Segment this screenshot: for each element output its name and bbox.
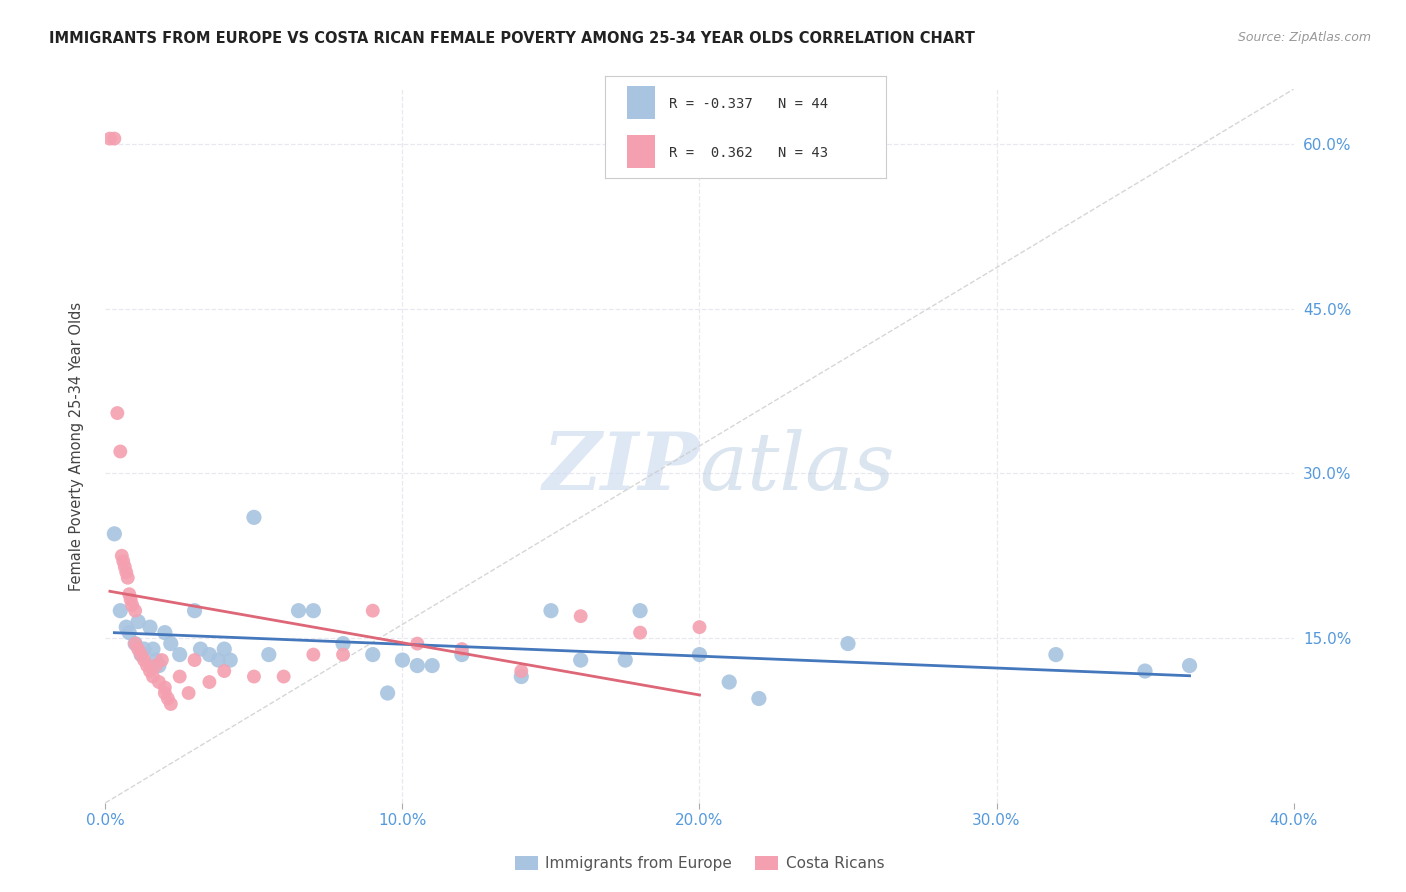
Text: ZIP: ZIP <box>543 429 700 506</box>
Text: atlas: atlas <box>700 429 894 506</box>
Point <box>219 653 242 667</box>
Point <box>183 604 205 618</box>
Point <box>111 549 134 563</box>
Point <box>628 625 651 640</box>
Point <box>510 664 533 678</box>
Point <box>450 648 472 662</box>
Point <box>510 669 533 683</box>
Text: IMMIGRANTS FROM EUROPE VS COSTA RICAN FEMALE POVERTY AMONG 25-34 YEAR OLDS CORRE: IMMIGRANTS FROM EUROPE VS COSTA RICAN FE… <box>49 31 976 46</box>
Point <box>169 648 191 662</box>
Point <box>121 598 143 612</box>
Point <box>103 526 125 541</box>
Point <box>145 658 167 673</box>
Point <box>243 510 266 524</box>
Point <box>124 637 146 651</box>
Point <box>214 664 236 678</box>
Point <box>361 648 384 662</box>
Text: Source: ZipAtlas.com: Source: ZipAtlas.com <box>1237 31 1371 45</box>
Point <box>198 675 221 690</box>
Text: R =  0.362   N = 43: R = 0.362 N = 43 <box>669 145 828 160</box>
Point <box>114 559 136 574</box>
Point <box>129 648 152 662</box>
Point <box>214 642 236 657</box>
Point <box>302 604 325 618</box>
Point <box>540 604 562 618</box>
Point <box>243 669 266 683</box>
Point <box>98 131 121 145</box>
Point <box>569 609 592 624</box>
Legend: Immigrants from Europe, Costa Ricans: Immigrants from Europe, Costa Ricans <box>509 850 890 877</box>
Text: R = -0.337   N = 44: R = -0.337 N = 44 <box>669 96 828 111</box>
Point <box>150 653 173 667</box>
Point <box>1178 658 1201 673</box>
Point <box>127 615 149 629</box>
Point <box>132 653 155 667</box>
Point <box>257 648 280 662</box>
Point <box>117 571 139 585</box>
Point <box>406 637 429 651</box>
Point <box>118 625 141 640</box>
Point <box>287 604 309 618</box>
Point <box>103 131 125 145</box>
Point <box>748 691 770 706</box>
Point <box>136 658 159 673</box>
FancyBboxPatch shape <box>627 87 655 119</box>
Point <box>120 592 142 607</box>
Point <box>139 620 162 634</box>
Point <box>450 642 472 657</box>
FancyBboxPatch shape <box>627 136 655 168</box>
Point <box>142 642 165 657</box>
Point <box>139 664 162 678</box>
Point <box>198 648 221 662</box>
Point <box>628 604 651 618</box>
Point <box>190 642 212 657</box>
Point <box>332 648 354 662</box>
Point <box>718 675 741 690</box>
Point <box>105 406 128 420</box>
Point <box>124 637 146 651</box>
Point <box>302 648 325 662</box>
Point <box>142 669 165 683</box>
Point <box>569 653 592 667</box>
Point <box>153 625 176 640</box>
Point <box>153 686 176 700</box>
Point <box>127 642 149 657</box>
Point <box>332 637 354 651</box>
Point <box>361 604 384 618</box>
Point <box>124 604 146 618</box>
Point <box>145 653 167 667</box>
Point <box>153 681 176 695</box>
Point <box>159 697 181 711</box>
Point <box>159 637 181 651</box>
Point <box>377 686 399 700</box>
Point <box>183 653 205 667</box>
Point <box>148 675 170 690</box>
Point <box>689 648 711 662</box>
Point <box>391 653 413 667</box>
Point <box>406 658 429 673</box>
Point <box>129 648 152 662</box>
Point <box>273 669 295 683</box>
Point <box>112 554 135 568</box>
Point <box>207 653 229 667</box>
Point <box>115 566 138 580</box>
Point <box>837 637 859 651</box>
Point <box>115 620 138 634</box>
Point <box>110 444 132 458</box>
Point <box>1045 648 1067 662</box>
Point <box>110 604 132 618</box>
Point <box>1133 664 1156 678</box>
Point <box>177 686 200 700</box>
Y-axis label: Female Poverty Among 25-34 Year Olds: Female Poverty Among 25-34 Year Olds <box>69 301 84 591</box>
Point <box>118 587 141 601</box>
Point <box>614 653 637 667</box>
Point <box>169 669 191 683</box>
Point <box>689 620 711 634</box>
Point <box>420 658 443 673</box>
Point <box>156 691 179 706</box>
Point <box>148 658 170 673</box>
Point <box>132 642 155 657</box>
